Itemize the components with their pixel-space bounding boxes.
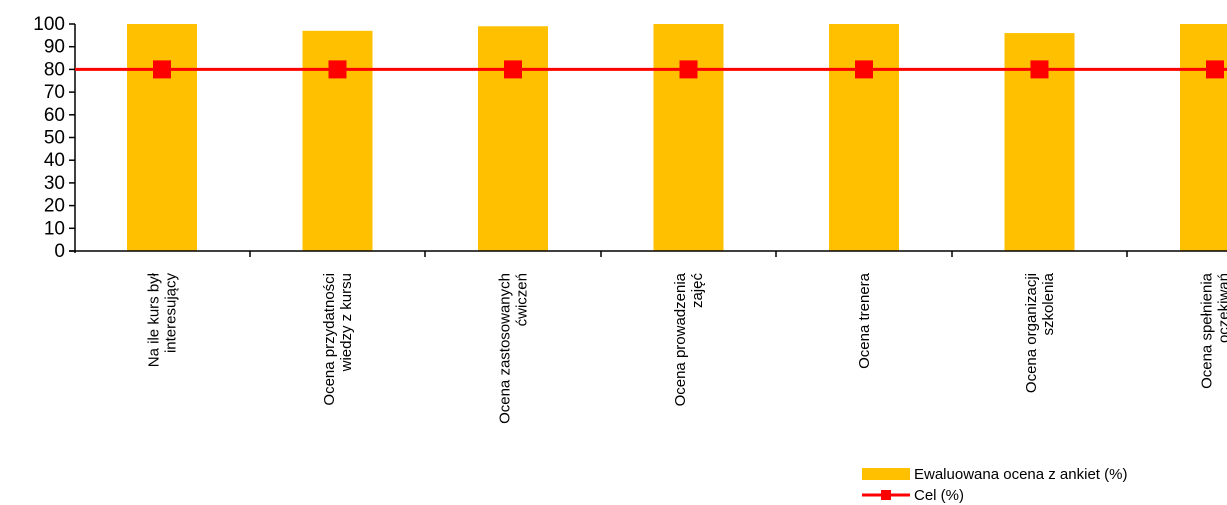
bar xyxy=(1180,24,1227,251)
y-tick-label: 100 xyxy=(33,14,65,35)
target-marker xyxy=(855,60,873,79)
x-category-label: Ocena spełnieniaoczekiwań xyxy=(1199,272,1227,389)
x-category-label: Ocena trenera xyxy=(856,272,873,369)
target-marker xyxy=(504,60,522,79)
y-tick-label: 80 xyxy=(44,59,65,80)
y-tick-label: 40 xyxy=(44,150,65,171)
bar xyxy=(478,26,548,251)
legend-bar-swatch xyxy=(862,468,910,480)
line-series xyxy=(75,60,1227,79)
y-tick-label: 30 xyxy=(44,173,65,194)
x-category-label: Ocena przydatnościwiedzy z kursu xyxy=(321,273,355,406)
x-category-labels: Na ile kurs byłinteresujący Ocena przydat… xyxy=(146,272,1227,424)
legend-bar-label: Ewaluowana ocena z ankiet (%) xyxy=(914,466,1127,483)
target-marker xyxy=(1206,60,1224,79)
legend: Ewaluowana ocena z ankiet (%) Cel (%) xyxy=(862,466,1127,504)
legend-line-label: Cel (%) xyxy=(914,487,964,504)
x-category-label: Ocena organizacjiszkolenia xyxy=(1023,272,1057,393)
y-tick-label: 60 xyxy=(44,105,65,126)
axes xyxy=(69,23,1227,257)
y-tick-label: 10 xyxy=(44,218,65,239)
bar xyxy=(127,24,197,251)
target-marker xyxy=(328,60,347,79)
x-category-label: Na ile kurs byłinteresujący xyxy=(146,272,180,367)
bar xyxy=(653,24,724,251)
x-category-label: Ocena prowadzeniazajęć xyxy=(672,272,706,406)
y-tick-label: 20 xyxy=(44,196,65,217)
target-marker xyxy=(153,60,171,79)
y-tick-label: 90 xyxy=(44,37,65,58)
target-marker xyxy=(1030,60,1049,79)
bar-series xyxy=(127,24,1227,252)
y-tick-label: 70 xyxy=(44,82,65,103)
x-category-label: Ocena zastosowanychćwiczeń xyxy=(497,273,531,424)
legend-line-marker xyxy=(881,490,891,500)
y-tick-label: 0 xyxy=(54,241,65,262)
target-marker xyxy=(679,60,698,79)
bar xyxy=(829,24,899,251)
y-tick-label: 50 xyxy=(44,128,65,149)
